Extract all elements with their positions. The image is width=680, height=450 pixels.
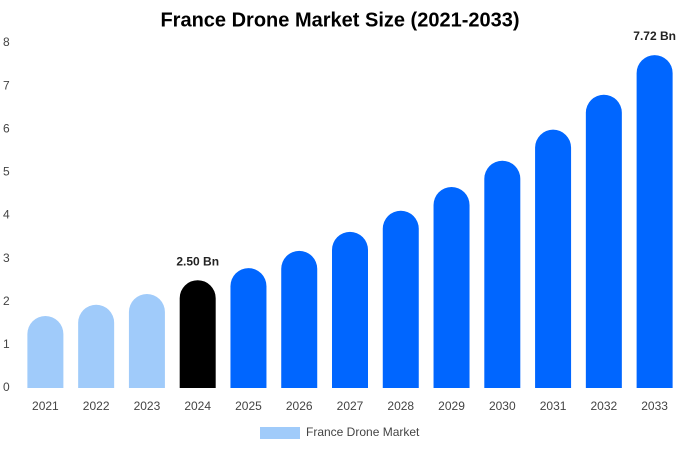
chart-title: France Drone Market Size (2021-2033) [160,9,519,31]
bar [433,187,470,388]
y-tick-label: 3 [3,251,10,265]
bar [78,304,115,388]
x-tick-label: 2024 [184,399,211,413]
y-tick-label: 4 [3,208,10,222]
x-tick-label: 2025 [235,399,262,413]
bar [281,250,318,388]
x-tick-label: 2028 [387,399,414,413]
bar [484,160,521,388]
x-tick-label: 2030 [489,399,516,413]
bar [585,94,622,388]
legend-label: France Drone Market [306,425,420,439]
x-tick-label: 2027 [337,399,364,413]
value-label: 2.50 Bn [176,254,219,268]
bar [382,210,419,388]
y-tick-label: 2 [3,294,10,308]
x-tick-label: 2032 [590,399,617,413]
bar [535,129,572,388]
bar [230,268,267,388]
x-tick-label: 2026 [286,399,313,413]
y-tick-label: 5 [3,165,10,179]
x-tick-label: 2031 [540,399,567,413]
bar [332,231,368,388]
y-tick-label: 6 [3,121,10,135]
x-tick-label: 2021 [32,399,59,413]
x-tick-label: 2022 [83,399,110,413]
y-tick-label: 8 [3,35,10,49]
y-tick-label: 0 [3,380,10,394]
bar [179,280,216,388]
legend-swatch [260,427,300,439]
bar [27,315,64,388]
value-label: 7.72 Bn [633,29,676,43]
x-tick-label: 2033 [641,399,668,413]
x-tick-label: 2023 [134,399,161,413]
bar [128,293,165,388]
y-tick-label: 1 [3,337,10,351]
x-tick-label: 2029 [438,399,465,413]
bar [636,55,673,388]
y-tick-label: 7 [3,78,10,92]
